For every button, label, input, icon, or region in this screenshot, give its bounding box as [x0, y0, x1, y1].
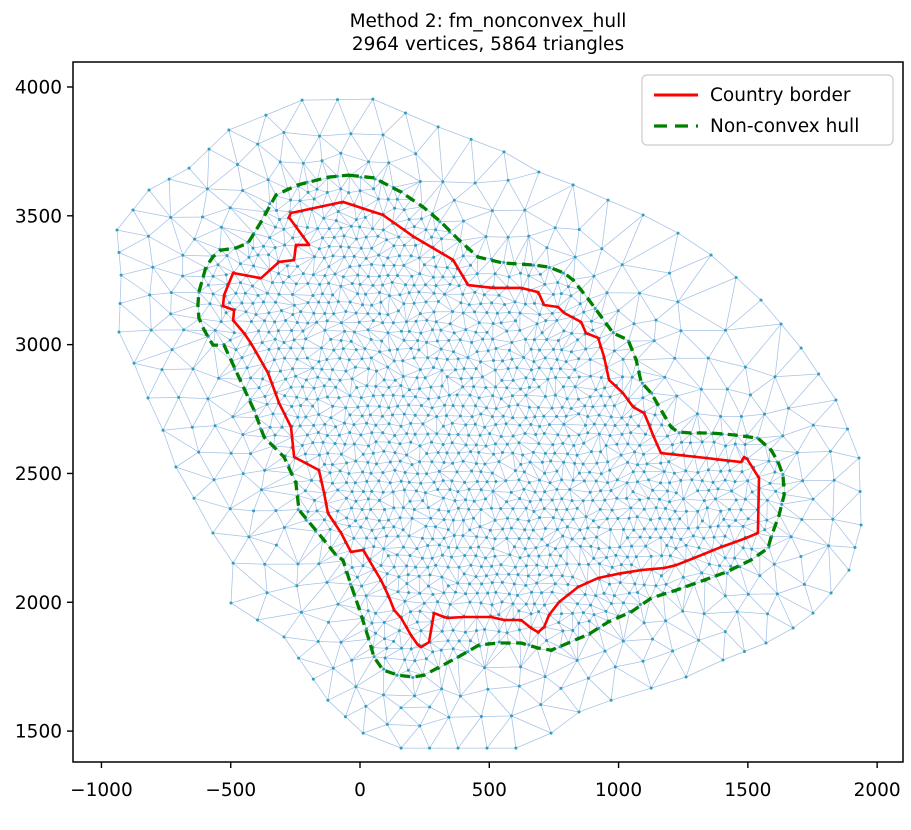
y-tick-label: 2500: [15, 464, 62, 485]
y-tick-label: 3000: [15, 335, 62, 356]
y-tick-label: 3500: [15, 206, 62, 227]
axes-frame: [72, 61, 904, 763]
x-tick-label: 1000: [595, 780, 642, 801]
plot-subtitle: 2964 vertices, 5864 triangles: [352, 34, 624, 55]
x-tick-label: 0: [354, 780, 366, 801]
y-tick-label: 2000: [15, 593, 62, 614]
x-tick-label: −1000: [70, 780, 133, 801]
legend-item-nonconvex-hull: Non-convex hull: [654, 116, 859, 137]
y-tick-label: 4000: [15, 77, 62, 98]
legend-item-country-border: Country border: [654, 85, 851, 106]
x-tick-label: 2000: [854, 780, 901, 801]
mesh-edges: [116, 98, 862, 749]
legend-box: [641, 74, 894, 146]
legend-label-nonconvex-hull: Non-convex hull: [710, 116, 859, 137]
x-tick-label: 1500: [724, 780, 771, 801]
x-tick-label: −500: [205, 780, 256, 801]
x-axis-ticks: −1000 −500 0 500 1000 1500 2000: [70, 762, 901, 801]
legend-label-country-border: Country border: [710, 85, 851, 106]
mesh: [115, 97, 863, 750]
y-tick-label: 1500: [15, 722, 62, 743]
x-tick-label: 500: [472, 780, 507, 801]
plot-title: Method 2: fm_nonconvex_hull: [350, 11, 627, 32]
legend: Country border Non-convex hull: [641, 74, 894, 146]
country-border-line: [221, 200, 761, 649]
nonconvex-hull-line: [196, 173, 786, 679]
y-axis-ticks: 1500 2000 2500 3000 3500 4000: [15, 77, 73, 743]
mesh-vertices: [115, 97, 863, 750]
